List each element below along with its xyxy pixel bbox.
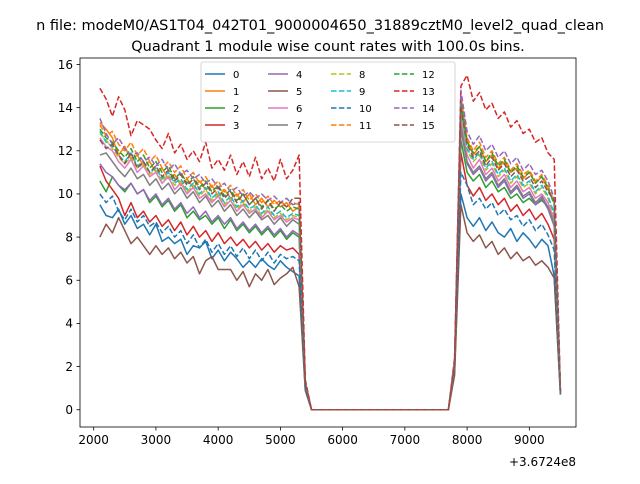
legend-label-4: 4 [296, 70, 302, 81]
y-tick-label: 12 [58, 144, 73, 158]
x-tick-label: 5000 [265, 433, 296, 447]
legend-label-6: 6 [296, 104, 302, 115]
x-tick-label: 9000 [514, 433, 545, 447]
legend-label-11: 11 [359, 121, 372, 132]
legend-label-15: 15 [422, 121, 435, 132]
legend-label-9: 9 [359, 87, 365, 98]
legend-label-7: 7 [296, 121, 302, 132]
legend-box [200, 61, 456, 143]
legend-label-5: 5 [296, 87, 302, 98]
y-tick-label: 6 [65, 274, 73, 288]
x-tick-label: 4000 [203, 433, 234, 447]
y-axis: 0 2 4 6 8 10 12 14 16 [58, 58, 80, 417]
series-line-15 [99, 106, 562, 411]
legend-label-14: 14 [422, 104, 435, 115]
axes-frame [79, 57, 577, 428]
series-line-8 [99, 111, 562, 411]
y-tick-label: 8 [65, 230, 73, 244]
chart-title: Quadrant 1 module wise count rates with … [131, 39, 525, 55]
legend-label-13: 13 [422, 87, 435, 98]
legend-label-10: 10 [359, 104, 372, 115]
series-line-13 [99, 74, 562, 411]
x-tick-label: 7000 [390, 433, 421, 447]
legend-label-3: 3 [233, 121, 239, 132]
x-axis: 2000 3000 4000 5000 6000 7000 8000 9000 [78, 427, 545, 447]
x-tick-label: 6000 [327, 433, 358, 447]
series-line-14 [99, 89, 562, 411]
legend-label-12: 12 [422, 70, 435, 81]
y-tick-label: 4 [65, 317, 73, 331]
x-tick-label: 3000 [141, 433, 172, 447]
legend-label-1: 1 [233, 87, 239, 98]
x-axis-offset-label: +3.6724e8 [509, 455, 576, 469]
figure-suptitle: n file: modeM0/AS1T04_042T01_9000004650_… [36, 18, 604, 34]
y-tick-label: 16 [58, 58, 73, 72]
legend-label-2: 2 [233, 104, 239, 115]
series-layer [99, 74, 562, 411]
x-tick-label: 2000 [78, 433, 109, 447]
x-tick-label: 8000 [452, 433, 483, 447]
y-tick-label: 0 [65, 403, 73, 417]
y-tick-label: 14 [58, 101, 73, 115]
y-tick-label: 2 [65, 360, 73, 374]
legend-label-8: 8 [359, 70, 365, 81]
y-tick-label: 10 [58, 187, 73, 201]
legend-label-0: 0 [233, 70, 239, 81]
